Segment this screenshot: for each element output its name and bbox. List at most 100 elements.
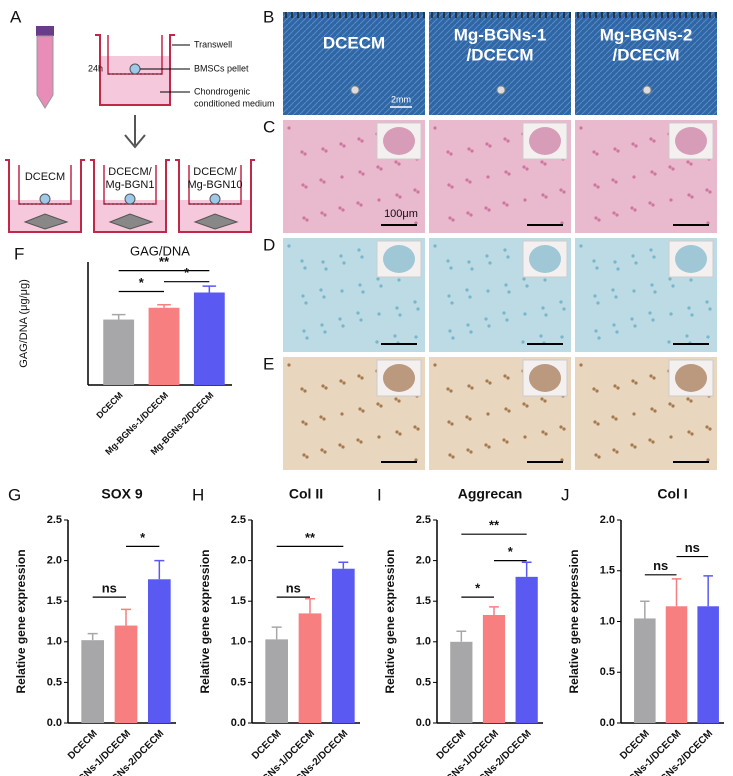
label: BMSCs pellet [194,63,249,73]
x-tick-label: DCECM [94,390,124,420]
cell [340,175,344,179]
cell [669,198,673,202]
cell [506,255,510,259]
cell [611,178,615,182]
cell [360,255,364,259]
cell [708,427,712,431]
cell [686,160,690,164]
y-tick-label: 0.5 [600,666,615,678]
cell [322,180,326,184]
cell [502,311,506,315]
cell [633,445,637,449]
chart-title: Col I [657,486,687,502]
cell [341,324,345,328]
error-bar [157,304,171,308]
scaffold [23,213,69,230]
cell [611,288,615,292]
cell [653,172,657,176]
y-tick-label: 0.0 [416,717,431,729]
cell [304,301,308,305]
scale-label: 100μm [384,208,418,220]
cell [630,443,634,447]
cell [470,267,474,271]
schematic: Transwell 24h BMSCs pellet Chondrogenic … [36,26,275,149]
bar [634,618,656,723]
cell [634,381,638,385]
cell [448,216,452,220]
cell [356,438,360,442]
cell [304,422,308,426]
cell [469,330,473,334]
cell [595,266,599,270]
label: Transwell [194,39,232,49]
cell [611,415,615,419]
cell [653,409,657,413]
cell [323,450,327,454]
cell [523,312,527,316]
cell [376,402,380,406]
cell [324,267,328,271]
cell [504,283,508,287]
error-bar [305,598,315,614]
cell [579,244,583,248]
error-bar [271,626,282,640]
cell [375,340,379,344]
cell [652,139,656,143]
cell [416,427,420,431]
cell [301,183,305,187]
cell [539,334,543,338]
cell [320,448,324,452]
significance-label: * [139,275,145,290]
cell [470,149,474,153]
cell [468,417,472,421]
chart-title: SOX 9 [101,486,142,502]
sample [350,85,360,95]
cell [320,323,324,327]
cell [394,397,398,401]
cell [361,290,365,294]
cell [451,455,455,459]
pellet [129,63,141,75]
panel-label: D [263,235,275,254]
cell [689,278,693,282]
cell [671,284,675,288]
cell [690,432,694,436]
cell [416,307,420,311]
cell [360,376,364,380]
cell [592,259,596,263]
cell [634,144,638,148]
y-tick-label: 1.5 [600,565,615,577]
cell [303,266,307,270]
significance-label: ns [685,540,700,555]
cell [649,137,653,141]
label: conditioned medium [194,98,275,108]
cell [596,422,600,426]
cell [505,440,509,444]
cell [484,317,488,321]
y-tick-label: 0.5 [416,676,431,688]
cell [505,318,509,322]
cell [416,190,420,194]
inset-tissue [529,127,561,155]
error-bar [154,559,165,580]
well [95,34,175,106]
bar [148,307,180,385]
cell [506,139,510,143]
cell [414,335,418,339]
cell [613,147,617,151]
cell [523,435,527,439]
cell [616,149,620,153]
bar [265,639,288,723]
cell [594,329,598,333]
well [5,159,85,233]
cell [523,198,527,202]
cell [395,430,399,434]
y-tick-label: 2.0 [600,514,615,526]
cell [360,139,364,143]
bar [450,641,473,723]
cell [338,206,342,210]
cell [503,137,507,141]
cell [597,336,601,340]
cell [448,329,452,333]
bar [697,606,719,723]
